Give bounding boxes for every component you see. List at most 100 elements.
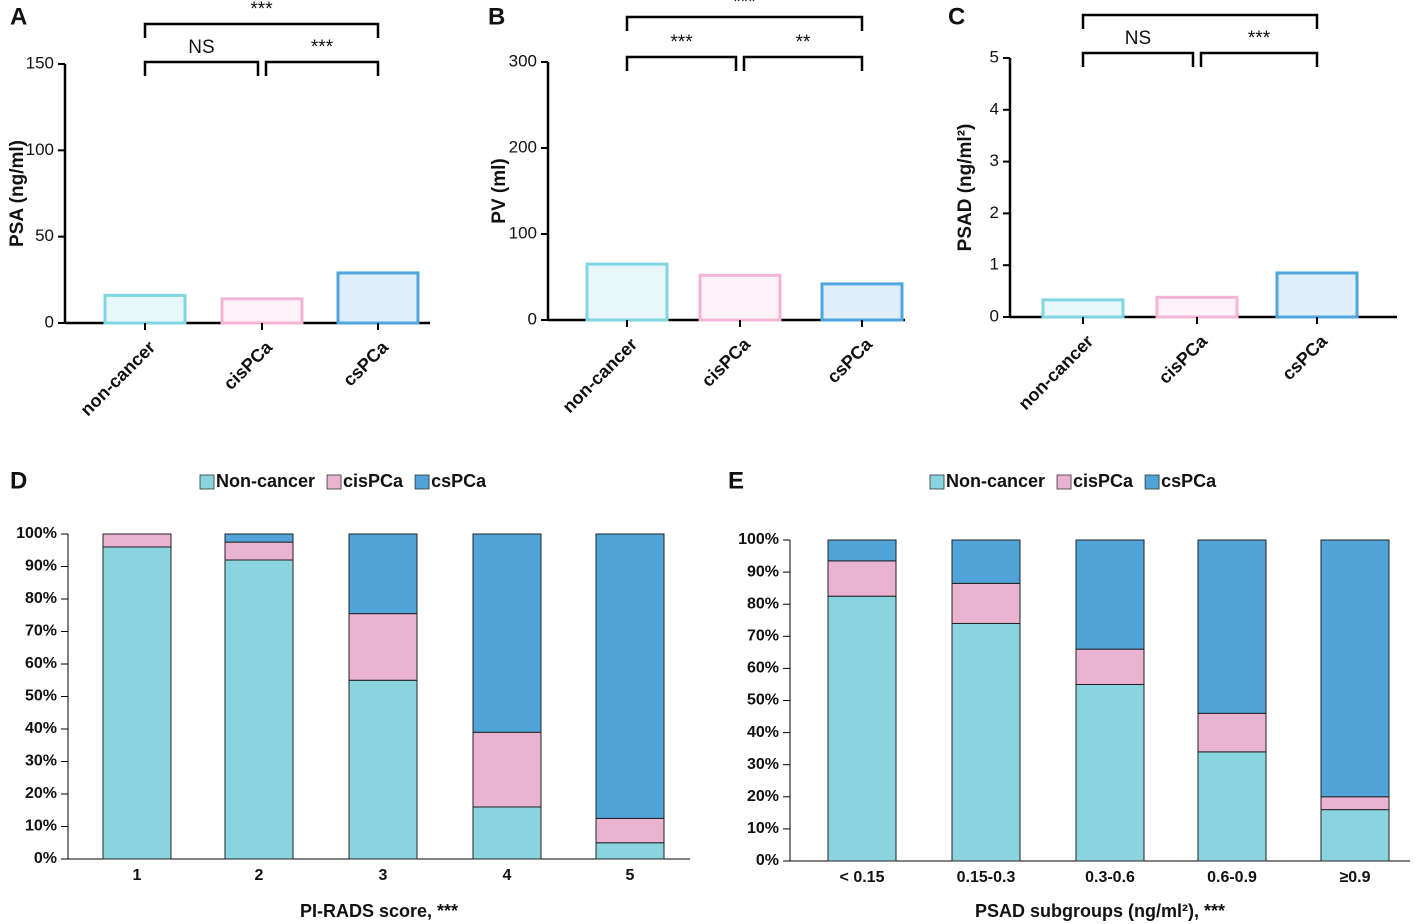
y-tick-label: 50% (747, 692, 779, 709)
y-tick-label: 30% (25, 753, 57, 770)
bar-segment (1320, 809, 1390, 862)
y-tick-label: 60% (25, 655, 57, 672)
significance-bracket (1081, 51, 1195, 67)
y-tick-label: 20% (747, 788, 779, 805)
x-tick-label: cisPCa (698, 333, 755, 390)
significance-bracket (1199, 51, 1319, 67)
legend-swatch (1144, 474, 1160, 490)
significance-label: *** (733, 0, 756, 13)
legend-label: Non-cancer (216, 471, 315, 491)
bar (1155, 295, 1239, 319)
bar-segment (595, 817, 665, 844)
y-tick-label: 3 (990, 151, 999, 170)
significance-label: ** (796, 32, 811, 53)
y-tick-label: 50% (25, 688, 57, 705)
panel-label: B (488, 3, 505, 30)
y-tick-label: 0% (34, 850, 57, 867)
significance-bracket (264, 60, 380, 76)
bar-segment (348, 533, 418, 615)
y-tick-label: 2 (990, 203, 999, 222)
bar-segment (951, 622, 1021, 862)
bar (820, 282, 904, 322)
bar (585, 262, 669, 322)
x-tick-label: non-cancer (558, 334, 641, 417)
panel-label: A (10, 3, 27, 30)
y-tick-label: 60% (747, 660, 779, 677)
bar-segment (472, 806, 542, 860)
bar (1275, 271, 1359, 319)
x-tick-label: cisPCa (220, 336, 277, 393)
panel-label: D (10, 467, 27, 494)
y-tick-label: 100% (738, 531, 779, 548)
y-tick-label: 40% (25, 720, 57, 737)
y-axis-title: PSA (ng/ml) (7, 140, 28, 247)
bar-segment (1197, 539, 1267, 714)
y-tick-label: 100% (16, 525, 57, 542)
y-tick-label: 1 (990, 255, 999, 274)
y-tick-label: 200 (509, 137, 537, 156)
bar-segment (595, 533, 665, 819)
x-tick-label: non-cancer (1014, 331, 1097, 414)
x-tick-label: csPCa (1278, 330, 1332, 384)
x-tick-label: non-cancer (76, 337, 159, 420)
significance-label: *** (1189, 0, 1212, 11)
y-tick-label: 10% (747, 820, 779, 837)
legend-label: cisPCa (343, 471, 404, 491)
significance-bracket (1081, 13, 1319, 29)
y-tick-label: 20% (25, 785, 57, 802)
x-axis-title: PSAD subgroups (ng/ml²), *** (975, 901, 1225, 921)
y-tick-label: 50 (35, 226, 54, 245)
panel-label: E (728, 467, 744, 494)
significance-bracket (625, 55, 738, 71)
y-tick-label: 10% (25, 818, 57, 835)
significance-label: *** (311, 37, 334, 58)
y-tick-label: 70% (747, 628, 779, 645)
x-tick-label: csPCa (339, 336, 393, 390)
y-tick-label: 0 (990, 306, 999, 325)
x-tick-label: 1 (133, 867, 142, 884)
y-tick-label: 70% (25, 623, 57, 640)
y-tick-label: 80% (747, 595, 779, 612)
x-tick-label: 0.3-0.6 (1085, 869, 1135, 886)
y-tick-label: 80% (25, 590, 57, 607)
legend-swatch (326, 474, 342, 490)
significance-bracket (742, 55, 864, 71)
legend-label: csPCa (1161, 471, 1217, 491)
bar-segment (1075, 683, 1145, 862)
bar-segment (1075, 539, 1145, 650)
x-tick-label: 0.6-0.9 (1207, 869, 1257, 886)
x-axis-title: PI-RADS score, *** (300, 901, 458, 921)
bar-segment (224, 541, 294, 561)
bar-segment (1197, 751, 1267, 862)
bar-segment (224, 533, 294, 543)
bar-segment (224, 559, 294, 860)
y-tick-label: 90% (747, 563, 779, 580)
bar-segment (1320, 796, 1390, 811)
legend-swatch (929, 474, 945, 490)
bar-segment (102, 546, 172, 860)
y-axis-title: PSAD (ng/ml²) (955, 124, 976, 252)
x-tick-label: csPCa (823, 333, 877, 387)
bar-segment (102, 533, 172, 548)
legend-label: Non-cancer (946, 471, 1045, 491)
bar-segment (951, 539, 1021, 584)
bar (336, 271, 420, 325)
significance-label: *** (250, 0, 273, 20)
bar-segment (472, 533, 542, 733)
x-tick-label: 2 (255, 867, 264, 884)
panel-label: C (948, 3, 965, 30)
y-tick-label: 5 (990, 47, 999, 66)
significance-bracket (143, 60, 260, 76)
y-tick-label: 0 (528, 309, 537, 328)
bar (220, 297, 304, 325)
x-tick-label: 5 (626, 867, 635, 884)
bar (1041, 298, 1125, 319)
bar (103, 293, 187, 325)
significance-label: *** (670, 32, 693, 53)
bar-segment (1075, 648, 1145, 685)
bar-segment (348, 679, 418, 860)
x-tick-label: < 0.15 (840, 869, 885, 886)
legend-label: csPCa (431, 471, 487, 491)
legend-label: cisPCa (1073, 471, 1134, 491)
bar-segment (1197, 712, 1267, 753)
